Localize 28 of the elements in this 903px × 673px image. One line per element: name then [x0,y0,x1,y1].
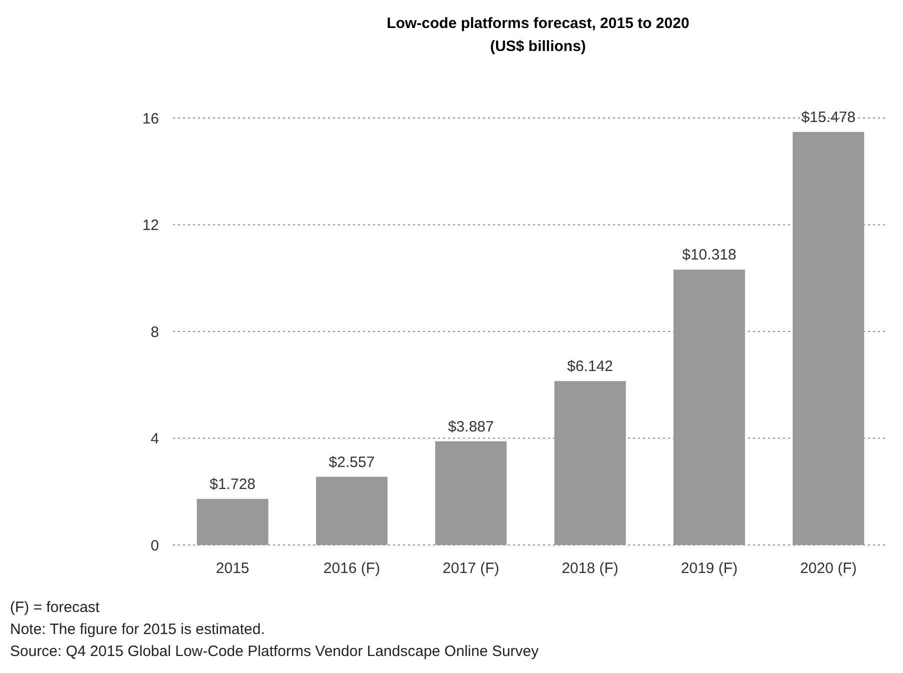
x-tick-label: 2016 (F) [323,560,380,577]
bar [554,381,626,545]
data-label: $3.887 [448,418,494,436]
bar [792,132,864,545]
x-tick-label: 2015 [216,560,250,577]
bar [674,270,745,545]
data-label: $2.557 [328,454,375,471]
chart-subtitle: (US$ billions) [490,38,586,55]
text: Note: The figure for 2015 is estimated. [10,621,265,638]
bar [316,476,388,545]
bar [196,498,268,545]
x-tick-label: 2020 (F) [800,560,857,577]
y-tick-label: 8 [150,324,159,341]
data-label: $1.728 [210,476,256,493]
source-note: Source: Q4 2015 Global Low-Code Platforms Vendor Landscape Online Survey [10,643,540,660]
x-tick-label: 2018 (F) [562,560,618,577]
y-tick-label: 4 [150,430,159,448]
bar [435,441,507,545]
text: (F) = forecast [10,599,100,616]
data-label: $15.478 [801,108,856,126]
chart-title: Low-code platforms forecast, 2015 to 2020 [386,15,690,32]
x-tick-label: 2019 (F) [680,560,738,577]
y-tick-label: 12 [142,217,159,234]
data-label: $10.318 [682,246,736,264]
y-tick-label: 16 [142,110,159,128]
y-tick-label: 0 [150,537,159,554]
data-label: $6.142 [567,358,614,376]
x-tick-label: 2017 (F) [442,560,500,577]
